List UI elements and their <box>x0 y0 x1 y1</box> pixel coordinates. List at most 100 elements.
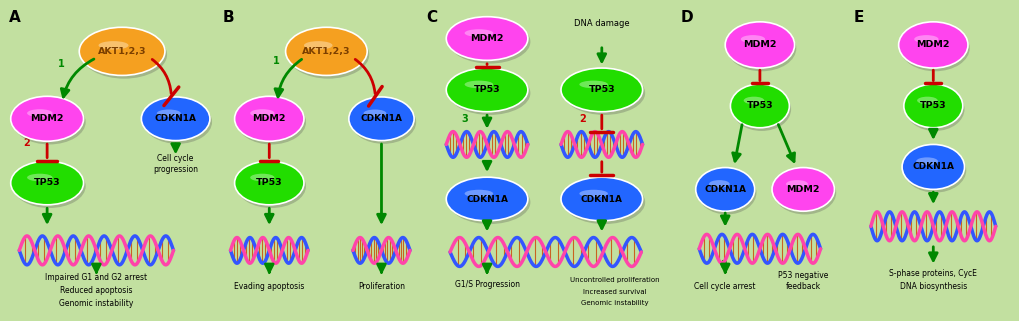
Ellipse shape <box>144 100 212 144</box>
Ellipse shape <box>465 190 493 197</box>
Text: Reduced apoptosis: Reduced apoptosis <box>60 286 132 295</box>
Text: Cell cycle
progression: Cell cycle progression <box>153 154 198 174</box>
Text: MDM2: MDM2 <box>786 185 819 194</box>
Ellipse shape <box>285 27 367 75</box>
Ellipse shape <box>446 177 528 221</box>
Ellipse shape <box>564 180 644 224</box>
Ellipse shape <box>236 164 306 208</box>
Ellipse shape <box>351 100 416 144</box>
Text: CDKN1A: CDKN1A <box>911 162 954 171</box>
Ellipse shape <box>771 168 834 211</box>
Ellipse shape <box>157 109 180 117</box>
Ellipse shape <box>234 96 304 141</box>
Text: P53 negative
feedback: P53 negative feedback <box>777 271 827 291</box>
Ellipse shape <box>743 97 763 104</box>
Ellipse shape <box>905 87 964 131</box>
Ellipse shape <box>446 68 528 112</box>
Text: B: B <box>222 10 233 25</box>
Text: CDKN1A: CDKN1A <box>155 114 197 123</box>
Ellipse shape <box>250 174 274 181</box>
Ellipse shape <box>82 30 167 79</box>
Ellipse shape <box>250 109 274 117</box>
Text: TP53: TP53 <box>746 101 772 110</box>
Ellipse shape <box>13 100 86 144</box>
Text: TP53: TP53 <box>473 85 500 94</box>
Ellipse shape <box>13 164 86 208</box>
Ellipse shape <box>560 68 642 112</box>
Ellipse shape <box>773 171 836 214</box>
Text: 2: 2 <box>23 138 31 148</box>
Text: CDKN1A: CDKN1A <box>580 195 623 204</box>
Text: A: A <box>8 10 20 25</box>
Text: 1: 1 <box>58 59 64 69</box>
Ellipse shape <box>708 180 729 188</box>
Text: MDM2: MDM2 <box>253 114 285 123</box>
Text: Proliferation: Proliferation <box>358 282 405 291</box>
Text: DNA biosynthesis: DNA biosynthesis <box>899 282 966 291</box>
Text: Increased survival: Increased survival <box>582 289 646 295</box>
Ellipse shape <box>10 161 84 205</box>
Text: D: D <box>680 10 692 25</box>
Ellipse shape <box>363 109 386 117</box>
Ellipse shape <box>916 97 936 104</box>
Ellipse shape <box>28 174 53 181</box>
Ellipse shape <box>234 161 304 205</box>
Text: CDKN1A: CDKN1A <box>703 185 746 194</box>
Text: Genomic instability: Genomic instability <box>59 299 133 308</box>
Ellipse shape <box>99 41 128 49</box>
Ellipse shape <box>236 100 306 144</box>
Text: 1: 1 <box>273 56 280 66</box>
Text: MDM2: MDM2 <box>470 34 503 43</box>
Text: C: C <box>426 10 436 25</box>
Text: MDM2: MDM2 <box>743 40 775 49</box>
Text: MDM2: MDM2 <box>916 40 949 49</box>
Ellipse shape <box>304 41 332 49</box>
Ellipse shape <box>903 84 962 128</box>
Ellipse shape <box>727 25 796 71</box>
Ellipse shape <box>913 35 937 43</box>
Text: CDKN1A: CDKN1A <box>466 195 507 204</box>
Ellipse shape <box>725 22 794 68</box>
Ellipse shape <box>448 180 530 224</box>
Text: TP53: TP53 <box>256 178 282 187</box>
Text: Uncontrolled proliferation: Uncontrolled proliferation <box>570 277 658 283</box>
Ellipse shape <box>10 96 84 141</box>
Text: Impaired G1 and G2 arrest: Impaired G1 and G2 arrest <box>45 273 148 282</box>
Text: Cell cycle arrest: Cell cycle arrest <box>694 282 755 291</box>
Ellipse shape <box>448 71 530 115</box>
Ellipse shape <box>732 87 791 131</box>
Text: S-phase proteins, CycE: S-phase proteins, CycE <box>889 269 976 278</box>
Text: TP53: TP53 <box>588 85 614 94</box>
Text: G1/S Progression: G1/S Progression <box>454 280 519 289</box>
Ellipse shape <box>915 157 937 165</box>
Text: DNA damage: DNA damage <box>574 19 629 28</box>
Ellipse shape <box>28 109 53 117</box>
Text: CDKN1A: CDKN1A <box>360 114 403 123</box>
Ellipse shape <box>465 81 493 88</box>
Ellipse shape <box>564 71 644 115</box>
Text: AKT1,2,3: AKT1,2,3 <box>98 47 146 56</box>
Ellipse shape <box>287 30 369 79</box>
Ellipse shape <box>446 17 528 60</box>
Ellipse shape <box>79 27 165 75</box>
Text: TP53: TP53 <box>34 178 60 187</box>
Text: AKT1,2,3: AKT1,2,3 <box>302 47 351 56</box>
Text: MDM2: MDM2 <box>31 114 64 123</box>
Text: Genomic instability: Genomic instability <box>580 300 648 306</box>
Ellipse shape <box>730 84 789 128</box>
Text: Evading apoptosis: Evading apoptosis <box>234 282 304 291</box>
Ellipse shape <box>900 25 969 71</box>
Text: 2: 2 <box>579 114 585 124</box>
Ellipse shape <box>348 97 414 141</box>
Ellipse shape <box>695 168 754 211</box>
Ellipse shape <box>448 20 530 64</box>
Text: 3: 3 <box>719 260 727 270</box>
Ellipse shape <box>560 177 642 221</box>
Text: E: E <box>853 10 863 25</box>
Ellipse shape <box>903 148 965 193</box>
Ellipse shape <box>697 171 756 214</box>
Ellipse shape <box>142 97 210 141</box>
Text: 3: 3 <box>461 114 468 124</box>
Text: TP53: TP53 <box>919 101 946 110</box>
Ellipse shape <box>465 29 493 37</box>
